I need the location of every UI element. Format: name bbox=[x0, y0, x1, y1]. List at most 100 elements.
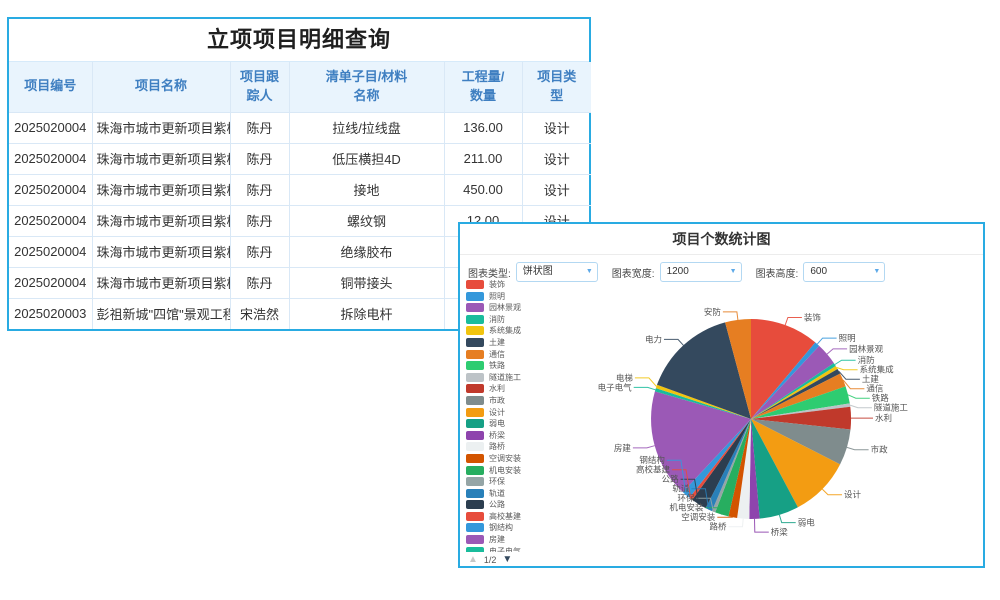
pie-slice[interactable] bbox=[751, 419, 841, 508]
pie-slice[interactable] bbox=[751, 345, 834, 419]
pie-label: 铁路 bbox=[872, 393, 890, 403]
legend-item[interactable]: 设计 bbox=[466, 407, 576, 417]
legend-item[interactable]: 公路 bbox=[466, 500, 576, 510]
pie-slice[interactable] bbox=[657, 322, 751, 419]
pie-slice[interactable] bbox=[711, 419, 751, 513]
chart-height-select[interactable]: 600 ▼ bbox=[803, 262, 886, 282]
pie-slice[interactable] bbox=[728, 419, 752, 518]
legend-item[interactable]: 机电安装 bbox=[466, 465, 576, 475]
chart-height-group: 图表高度: 600 ▼ bbox=[756, 262, 886, 282]
pie-slice[interactable] bbox=[655, 384, 751, 419]
table-title: 立项项目明细查询 bbox=[9, 19, 589, 62]
legend-item[interactable]: 钢结构 bbox=[466, 523, 576, 533]
project-detail-table: 项目编号 项目名称 项目跟踪人 清单子目/材料名称 工程量/数量 项目类型 2025020… bbox=[9, 62, 591, 329]
legend-label: 机电安装 bbox=[489, 465, 521, 475]
project-number-link[interactable]: 2025020003 bbox=[9, 298, 93, 329]
pie-slice[interactable] bbox=[651, 391, 751, 493]
legend-item-clipped[interactable]: 电子电气 bbox=[466, 546, 576, 552]
pie-slice[interactable] bbox=[751, 386, 850, 419]
legend-item[interactable]: 空调安装 bbox=[466, 453, 576, 463]
legend-item[interactable]: 照明 bbox=[466, 291, 576, 301]
pie-slice[interactable] bbox=[751, 419, 851, 465]
table-cell: 设计 bbox=[522, 112, 591, 144]
legend-item[interactable]: 通信 bbox=[466, 349, 576, 359]
project-name-link[interactable]: 彭祖新城"四馆"景观工程 bbox=[92, 298, 231, 329]
table-cell: 拆除电杆 bbox=[289, 298, 445, 329]
legend-item[interactable]: 隧道施工 bbox=[466, 372, 576, 382]
pie-slice[interactable] bbox=[751, 363, 836, 419]
legend-page-up-icon[interactable]: ▲ bbox=[468, 554, 478, 565]
legend-item[interactable]: 桥梁 bbox=[466, 430, 576, 440]
legend-item[interactable]: 高校基建 bbox=[466, 511, 576, 521]
pie-label-line bbox=[754, 518, 769, 533]
pie-slice[interactable] bbox=[692, 419, 751, 509]
pie-slice[interactable] bbox=[715, 419, 751, 517]
pie-slice[interactable] bbox=[705, 419, 751, 512]
project-number-link[interactable]: 2025020004 bbox=[9, 174, 93, 206]
pie-label: 通信 bbox=[866, 384, 884, 394]
legend-item[interactable]: 电子电气 bbox=[466, 546, 576, 552]
legend-item[interactable]: 房建 bbox=[466, 535, 576, 545]
legend-item[interactable]: 铁路 bbox=[466, 361, 576, 371]
pie-slice[interactable] bbox=[749, 419, 760, 520]
table-cell: 宋浩然 bbox=[230, 298, 290, 329]
legend-item[interactable]: 轨道 bbox=[466, 488, 576, 498]
legend-item[interactable]: 消防 bbox=[466, 314, 576, 324]
project-name-link[interactable]: 珠海市城市更新项目紫桐 bbox=[92, 143, 231, 175]
project-number-link[interactable]: 2025020004 bbox=[9, 236, 93, 268]
pie-label: 消防 bbox=[858, 355, 876, 365]
legend-item[interactable]: 园林景观 bbox=[466, 303, 576, 313]
project-name-link[interactable]: 珠海市城市更新项目紫桐 bbox=[92, 236, 231, 268]
legend-swatch bbox=[466, 523, 484, 533]
pie-label-line bbox=[664, 338, 684, 346]
pie-label: 机电安装 bbox=[669, 503, 704, 513]
project-detail-table-card: 立项项目明细查询 项目编号 项目名称 项目跟踪人 清单子目/材料名称 工程量/数量 项目类… bbox=[7, 17, 591, 331]
legend-item[interactable]: 装饰 bbox=[466, 280, 576, 289]
table-cell: 陈丹 bbox=[230, 174, 290, 206]
pie-slice[interactable] bbox=[737, 419, 751, 519]
chart-legend: 装饰照明园林景观 消防系统集成 土建通信铁路 隧道施工水利 市政设计弱电 桥梁路桥 空调安装… bbox=[466, 280, 576, 552]
pie-slice[interactable] bbox=[725, 319, 751, 419]
project-name-link[interactable]: 珠海市城市更新项目紫桐 bbox=[92, 174, 231, 206]
pie-slice[interactable] bbox=[751, 406, 852, 430]
pie-label-line bbox=[666, 459, 687, 496]
table-cell: 陈丹 bbox=[230, 143, 290, 175]
chart-width-select[interactable]: 1200 ▼ bbox=[659, 262, 742, 282]
project-number-link[interactable]: 2025020004 bbox=[9, 143, 93, 175]
legend-label: 钢结构 bbox=[489, 523, 513, 533]
legend-item[interactable]: 弱电 bbox=[466, 419, 576, 429]
project-name-link[interactable]: 珠海市城市更新项目紫桐 bbox=[92, 205, 231, 237]
column-header: 清单子目/材料名称 bbox=[289, 62, 445, 113]
chart-type-select[interactable]: 饼状图 ▼ bbox=[515, 262, 598, 282]
pie-label: 电子电气 bbox=[598, 382, 633, 392]
pie-slice[interactable] bbox=[751, 373, 846, 419]
pie-slice[interactable] bbox=[751, 319, 816, 419]
chevron-down-icon: ▼ bbox=[873, 268, 881, 275]
pie-slice[interactable] bbox=[682, 419, 751, 498]
project-name-link[interactable]: 珠海市城市更新项目紫桐 bbox=[92, 267, 231, 299]
project-number-link[interactable]: 2025020004 bbox=[9, 205, 93, 237]
pie-slice[interactable] bbox=[751, 366, 838, 419]
pie-slice[interactable] bbox=[689, 419, 751, 500]
project-name-link[interactable]: 珠海市城市更新项目紫桐 bbox=[92, 112, 231, 144]
pie-slice[interactable] bbox=[751, 342, 820, 419]
pie-label-line bbox=[826, 348, 848, 355]
legend-item[interactable]: 市政 bbox=[466, 395, 576, 405]
pie-slice[interactable] bbox=[751, 369, 841, 419]
chevron-down-icon: ▼ bbox=[729, 268, 737, 275]
legend-item[interactable]: 土建 bbox=[466, 337, 576, 347]
legend-item[interactable]: 系统集成 bbox=[466, 326, 576, 336]
pie-label: 设计 bbox=[844, 490, 862, 500]
pie-slice[interactable] bbox=[751, 419, 798, 519]
pie-slice[interactable] bbox=[751, 403, 851, 419]
table-cell: 陈丹 bbox=[230, 236, 290, 268]
pie-label-line bbox=[633, 386, 656, 391]
pie-slice[interactable] bbox=[654, 388, 751, 419]
legend-page-down-icon[interactable]: ▼ bbox=[502, 554, 513, 565]
legend-item[interactable]: 水利 bbox=[466, 384, 576, 394]
project-number-link[interactable]: 2025020004 bbox=[9, 112, 93, 144]
legend-item[interactable]: 路桥 bbox=[466, 442, 576, 452]
legend-item[interactable]: 环保 bbox=[466, 477, 576, 487]
chart-width-group: 图表宽度: 1200 ▼ bbox=[612, 262, 742, 282]
project-number-link[interactable]: 2025020004 bbox=[9, 267, 93, 299]
